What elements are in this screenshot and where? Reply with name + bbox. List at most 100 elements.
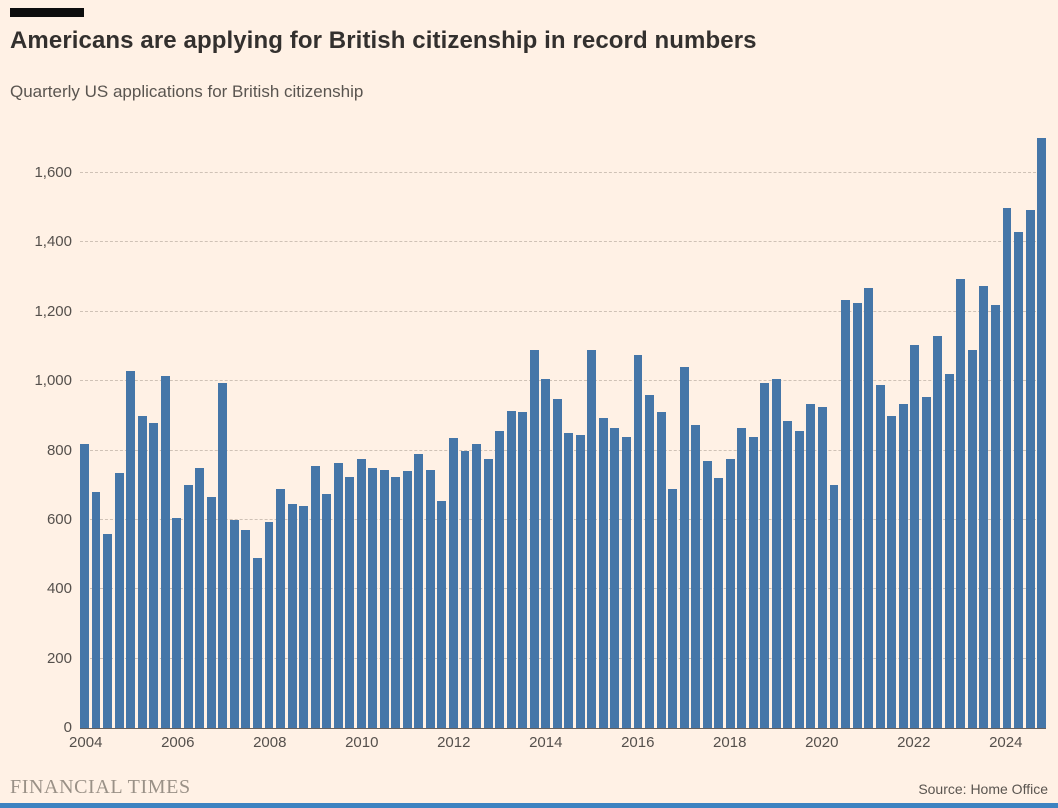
x-tick-label: 2004 [69, 734, 103, 751]
ft-accent-bar [10, 8, 84, 17]
bar [391, 476, 401, 728]
x-tick-label: 2006 [161, 734, 195, 751]
bar [425, 469, 435, 728]
bar [760, 382, 770, 728]
y-tick-label: 400 [46, 580, 72, 598]
x-tick-label: 2018 [713, 734, 747, 751]
bar [126, 370, 136, 728]
bar [172, 518, 182, 728]
bar [333, 462, 343, 728]
bar [472, 443, 481, 728]
bar [944, 374, 954, 728]
bar [310, 466, 320, 728]
y-tick-label: 800 [46, 441, 72, 459]
bar [783, 421, 793, 728]
bar [287, 504, 297, 728]
bar [402, 471, 412, 728]
bar [575, 434, 585, 728]
bar [552, 398, 562, 728]
bar [898, 403, 908, 728]
plot-area [80, 128, 1047, 729]
x-tick-label: 2008 [253, 734, 287, 751]
bar [714, 478, 724, 728]
bar [195, 467, 205, 728]
bars [80, 128, 1047, 728]
y-tick-label: 0 [63, 719, 72, 736]
bar [587, 349, 597, 728]
bar [921, 396, 931, 728]
bar [160, 375, 170, 728]
bar [299, 506, 309, 728]
bar [414, 454, 424, 728]
bar [368, 467, 378, 728]
bar [91, 492, 101, 728]
bar [80, 443, 89, 728]
x-tick-label: 2024 [989, 734, 1023, 751]
y-tick-label: 1,600 [34, 164, 72, 182]
bar [841, 299, 850, 728]
x-tick-label: 2014 [529, 734, 563, 751]
bar [529, 349, 539, 728]
bar [633, 355, 643, 728]
chart-subtitle: Quarterly US applications for British ci… [10, 82, 364, 101]
bar [506, 410, 516, 728]
bar [103, 533, 112, 728]
y-tick-label: 1,400 [34, 233, 72, 251]
bar [229, 519, 239, 728]
bar [449, 438, 458, 728]
bar [852, 303, 862, 728]
bar [541, 379, 551, 728]
bar [218, 382, 228, 728]
x-tick-label: 2012 [437, 734, 471, 751]
bar [460, 450, 470, 728]
bar [656, 412, 666, 728]
bar [379, 469, 389, 728]
x-tick-label: 2010 [345, 734, 379, 751]
bar [967, 349, 977, 728]
bottom-border [0, 803, 1058, 808]
bar [206, 497, 216, 728]
x-tick-label: 2020 [805, 734, 839, 751]
bar [910, 344, 920, 728]
chart-title: Americans are applying for British citiz… [10, 27, 757, 54]
bar [564, 433, 574, 728]
bar [956, 278, 966, 728]
bar [691, 424, 701, 728]
gridline [80, 380, 1046, 382]
bar [495, 431, 505, 728]
bar [794, 431, 804, 728]
bar [737, 428, 747, 728]
bar [276, 488, 285, 728]
bar [1025, 209, 1035, 728]
bar [933, 336, 943, 728]
bar [322, 493, 332, 728]
gridline [80, 172, 1046, 174]
bar [725, 459, 735, 728]
bar [771, 379, 781, 728]
bar [183, 485, 193, 728]
bar [252, 558, 262, 728]
gridline [80, 518, 1046, 520]
bar [829, 485, 839, 728]
gridline [80, 310, 1046, 312]
x-tick-label: 2016 [621, 734, 655, 751]
bar [679, 367, 689, 728]
ft-logo: FINANCIAL TIMES [10, 776, 191, 798]
bar [149, 422, 159, 728]
bar [518, 412, 528, 728]
bar [598, 417, 608, 728]
source-label: Source: Home Office [918, 781, 1048, 797]
bar [875, 384, 885, 728]
y-tick-label: 600 [46, 510, 72, 528]
gridline [80, 241, 1046, 243]
bar [241, 530, 251, 728]
bar [137, 415, 147, 728]
bar [668, 488, 678, 728]
y-axis: 0 200 400 600 800 1,000 1,200 1,400 1,600 [12, 128, 72, 736]
bar [1002, 207, 1012, 728]
bar [887, 415, 897, 728]
bar [114, 473, 124, 728]
bar [1037, 138, 1047, 728]
bar [645, 395, 654, 728]
